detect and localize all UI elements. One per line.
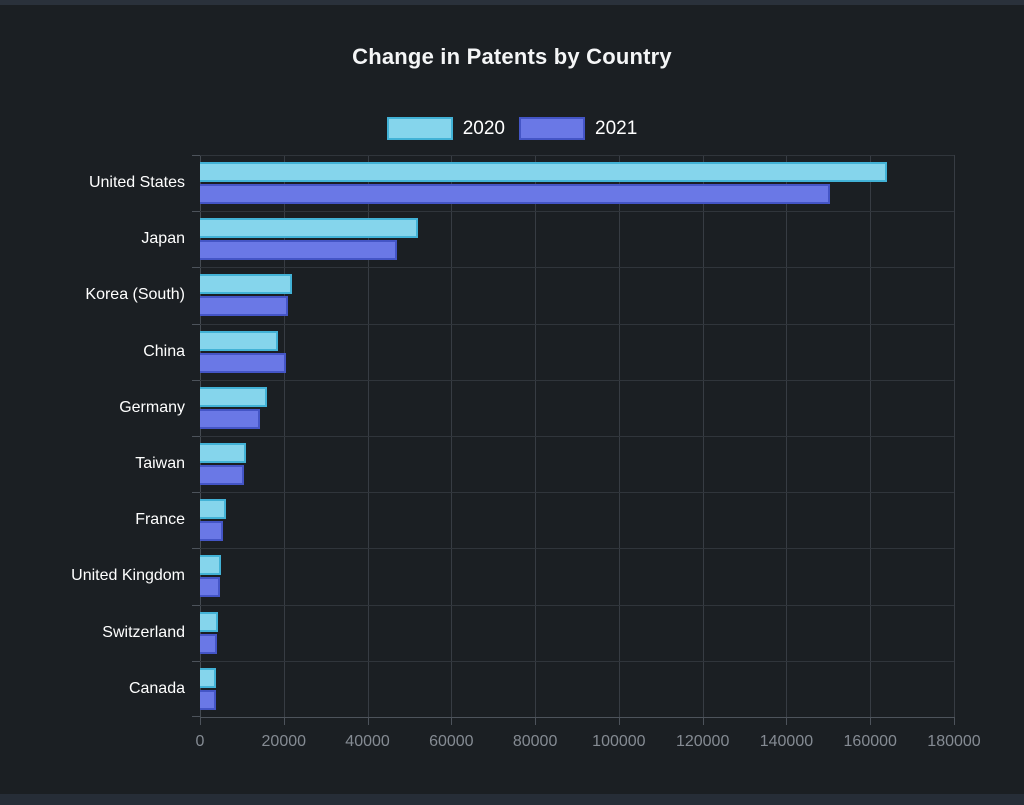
- bar-korea-south-2020: [200, 274, 293, 295]
- bar-france-2021: [200, 521, 224, 542]
- category-label-japan: Japan: [141, 230, 185, 248]
- bar-japan-2021: [200, 240, 397, 261]
- y-axis-tick: [192, 323, 200, 325]
- bar-group-united-kingdom: [200, 548, 954, 604]
- category-label-switzerland: Switzerland: [102, 623, 185, 641]
- horizontal-gridline: [200, 604, 954, 606]
- x-axis-tick: [367, 717, 369, 725]
- plot-area: 0 20000 40000 60000 80000 100000 120000 140000 1…: [192, 155, 981, 750]
- legend-label-2021: 2021: [595, 117, 638, 139]
- bar-korea-south-2021: [200, 296, 288, 317]
- bar-china-2021: [200, 352, 287, 373]
- x-axis-tick-label: 0: [195, 733, 205, 750]
- bar-canada-2021: [200, 689, 217, 710]
- bar-united-states-2020: [200, 162, 887, 183]
- bar-united-kingdom-2021: [200, 577, 221, 598]
- y-axis-tick: [192, 660, 200, 662]
- horizontal-gridline: [200, 323, 954, 325]
- x-axis-tick-label: 180000: [927, 733, 981, 750]
- category-label-france: France: [135, 511, 185, 529]
- legend-item-2021[interactable]: 2021: [519, 117, 637, 140]
- category-label-taiwan: Taiwan: [135, 455, 185, 473]
- legend-item-2020[interactable]: 2020: [386, 117, 505, 140]
- x-axis-tick-label: 120000: [675, 733, 730, 750]
- bar-france-2020: [200, 499, 226, 520]
- bar-united-kingdom-2020: [200, 555, 222, 576]
- horizontal-gridline: [200, 267, 954, 269]
- horizontal-gridline: [200, 548, 954, 550]
- x-axis-tick-label: 160000: [843, 733, 897, 750]
- x-axis-tick: [954, 717, 955, 725]
- x-axis-tick: [283, 717, 285, 725]
- y-axis-tick: [192, 436, 200, 437]
- category-label-united-kingdom: United Kingdom: [71, 567, 185, 585]
- legend: 2020 2021: [0, 117, 1024, 140]
- bar-group-china: [200, 324, 954, 380]
- bar-group-united-states: [200, 155, 954, 211]
- horizontal-gridline: [200, 155, 954, 156]
- x-axis-tick: [451, 717, 453, 725]
- horizontal-gridline: [200, 492, 954, 494]
- bar-group-japan: [200, 211, 954, 267]
- window-bottom-edge: [0, 794, 1024, 805]
- x-axis-tick-label: 140000: [759, 733, 814, 750]
- x-axis-tick: [200, 717, 201, 725]
- x-axis-tick-label: 20000: [261, 733, 307, 750]
- horizontal-gridline: [200, 660, 954, 662]
- x-axis-tick: [702, 717, 704, 725]
- x-axis-tick-label: 100000: [592, 733, 646, 750]
- bar-group-korea-south: [200, 267, 954, 323]
- horizontal-gridline: [200, 379, 954, 381]
- bar-canada-2020: [200, 667, 216, 688]
- y-axis-tick: [192, 211, 200, 213]
- horizontal-gridline: [200, 436, 954, 437]
- bar-china-2020: [200, 330, 279, 351]
- category-label-canada: Canada: [128, 679, 185, 697]
- x-axis-tick: [535, 717, 537, 725]
- x-axis-tick-label: 80000: [512, 733, 558, 750]
- y-axis-tick: [192, 548, 200, 550]
- bar-switzerland-2021: [200, 633, 218, 654]
- bar-group-canada: [200, 661, 954, 717]
- y-axis-tick: [192, 155, 200, 156]
- bar-japan-2020: [200, 218, 418, 239]
- x-axis-tick: [870, 717, 872, 725]
- bar-group-switzerland: [200, 605, 954, 661]
- bar-taiwan-2020: [200, 443, 247, 464]
- y-axis-tick: [192, 267, 200, 269]
- bar-group-taiwan: [200, 436, 954, 492]
- y-axis-tick: [192, 379, 200, 381]
- y-axis-tick: [192, 604, 200, 606]
- vertical-gridline: [954, 155, 955, 717]
- category-label-china: China: [143, 342, 185, 360]
- legend-swatch-2020: [386, 117, 453, 140]
- legend-label-2020: 2020: [462, 117, 505, 139]
- x-axis-tick-label: 40000: [345, 733, 390, 750]
- window-top-edge: [0, 0, 1024, 5]
- bar-germany-2020: [200, 386, 268, 407]
- bar-united-states-2021: [200, 184, 831, 205]
- bar-taiwan-2021: [200, 465, 244, 486]
- x-axis-tick-label: 60000: [429, 733, 474, 750]
- category-label-united-states: United States: [88, 174, 185, 192]
- x-axis-tick: [618, 717, 620, 725]
- y-axis-tick: [192, 492, 200, 494]
- chart-title: Change in Patents by Country: [352, 44, 672, 69]
- bar-germany-2021: [200, 408, 260, 429]
- horizontal-gridline: [200, 211, 954, 213]
- bar-group-france: [200, 492, 954, 548]
- bar-switzerland-2020: [200, 611, 218, 632]
- category-label-germany: Germany: [119, 398, 185, 416]
- x-axis-tick: [786, 717, 788, 725]
- category-label-korea-south: Korea (South): [85, 286, 185, 304]
- legend-swatch-2021: [519, 117, 585, 140]
- y-axis-tick: [192, 716, 200, 717]
- bar-group-germany: [200, 380, 954, 436]
